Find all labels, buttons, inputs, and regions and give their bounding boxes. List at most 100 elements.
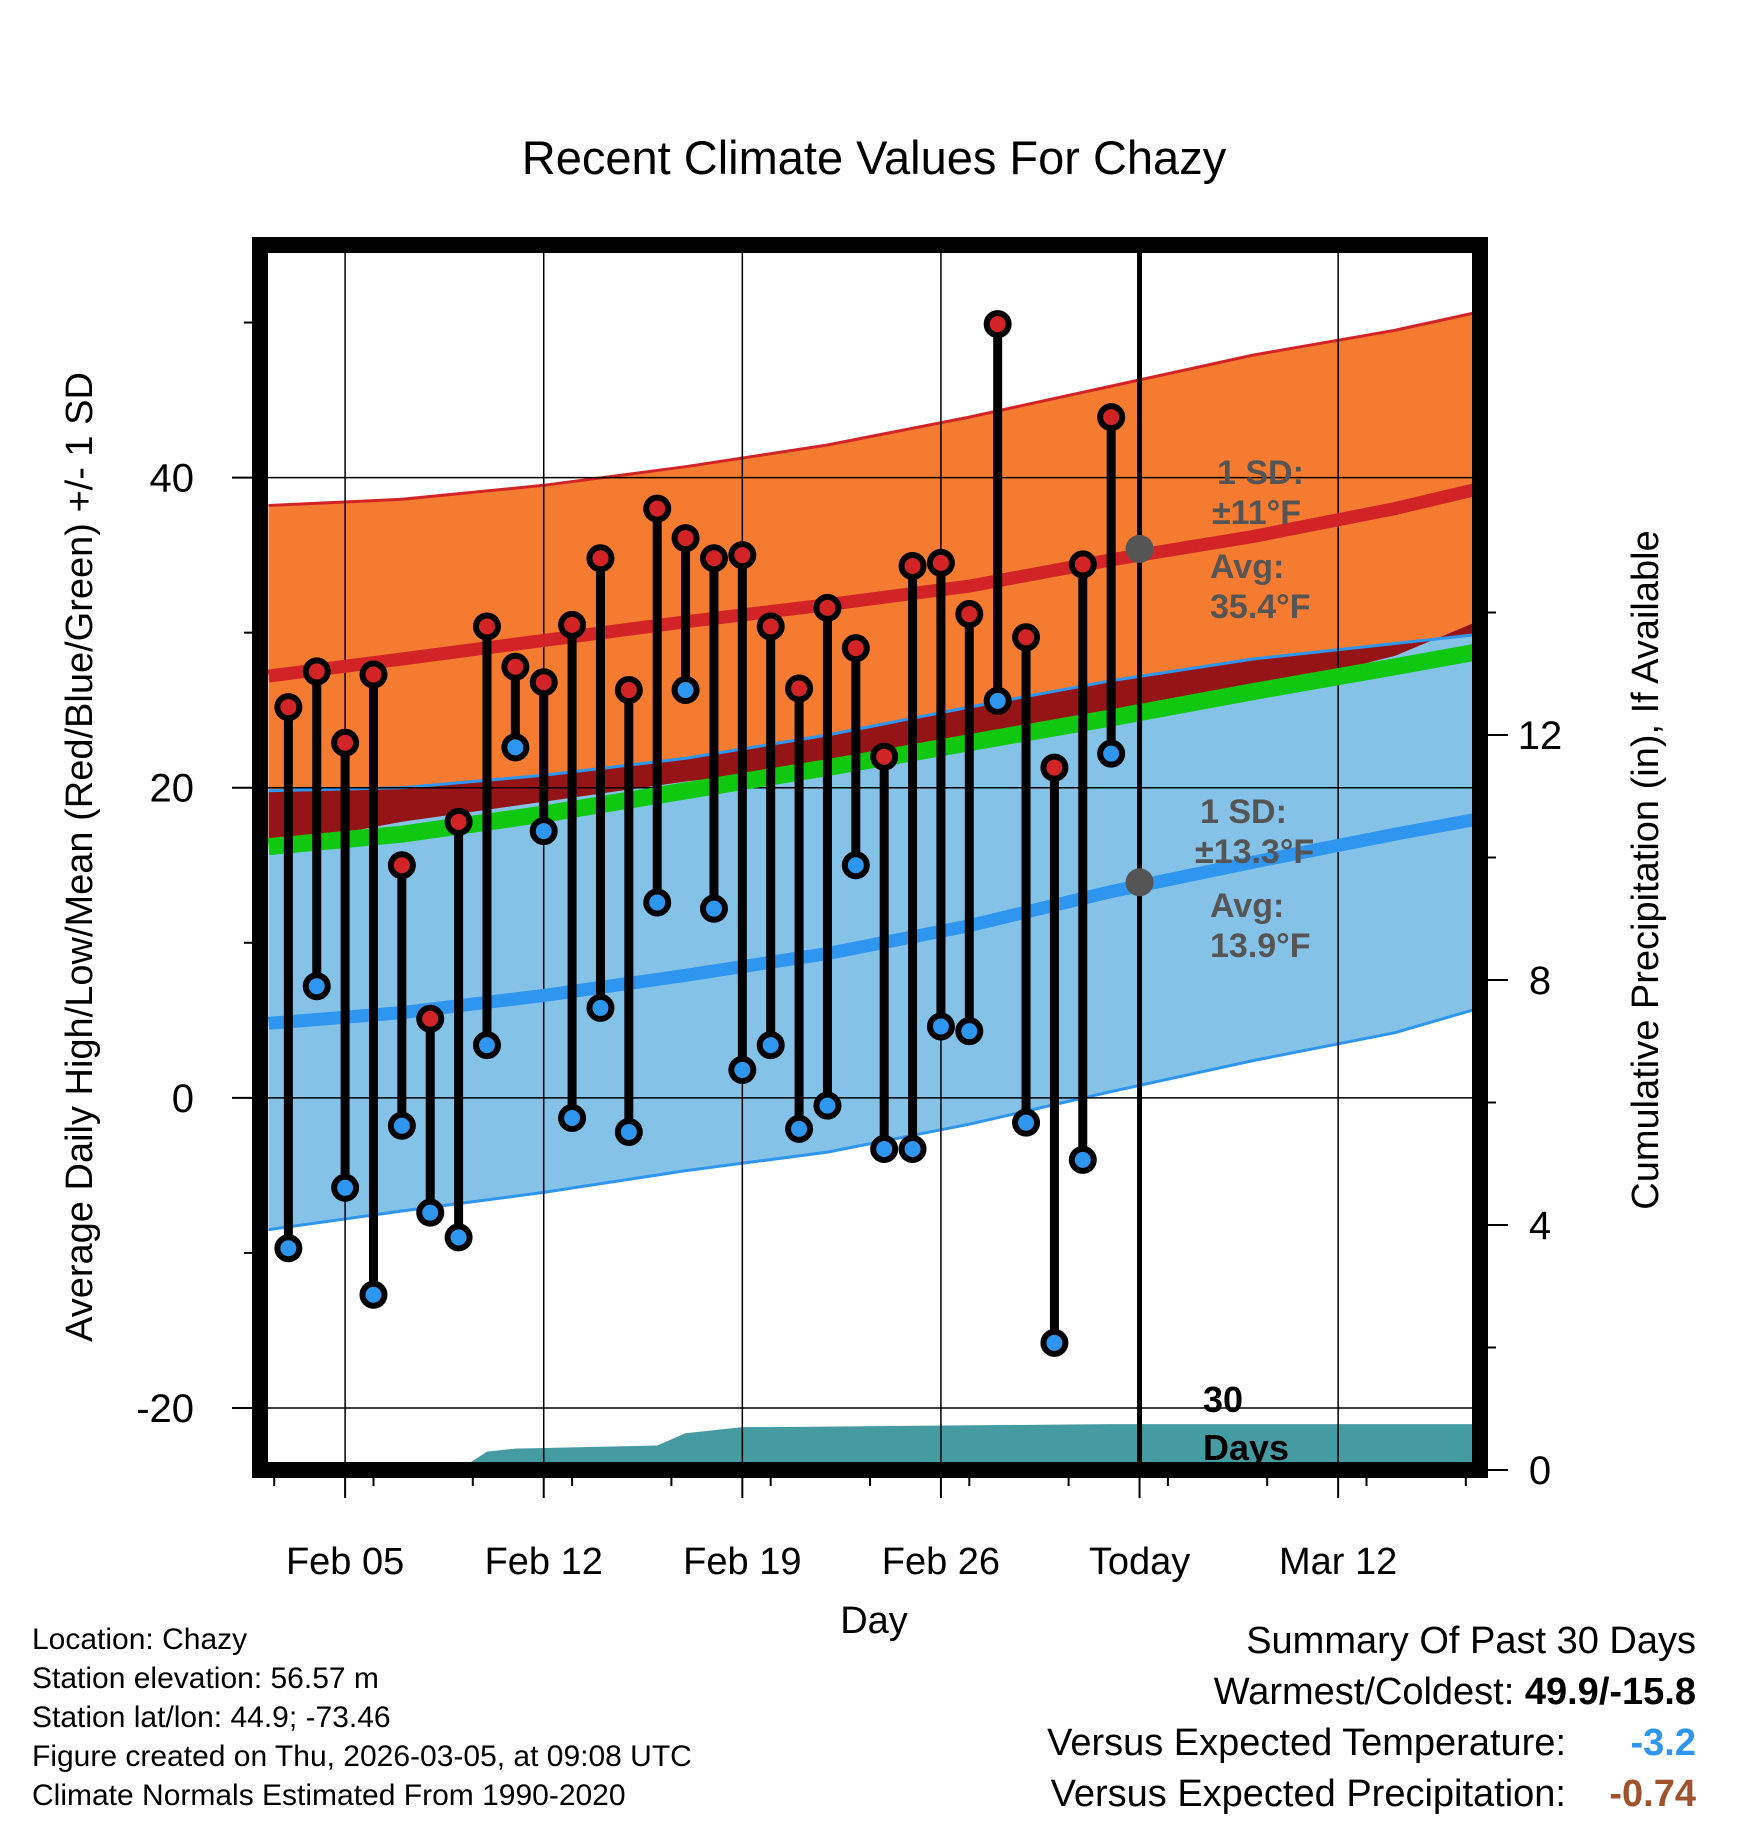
normal-low-lower-line bbox=[268, 1006, 1480, 1232]
observed-low-dot bbox=[785, 1114, 814, 1143]
observed-low-dot bbox=[955, 1017, 984, 1046]
observed-low-dot bbox=[416, 1198, 445, 1227]
observed-high-dot bbox=[472, 612, 501, 641]
low-avg-marker bbox=[1125, 868, 1154, 897]
observed-stems bbox=[283, 324, 1116, 1343]
observed-low-dot bbox=[387, 1111, 416, 1140]
x-tick-label: Feb 19 bbox=[683, 1541, 801, 1583]
precip-diff-label: Versus Expected Precipitation: bbox=[1050, 1773, 1566, 1815]
precip-diff-value: -0.74 bbox=[1609, 1773, 1696, 1815]
temp-diff-value: -3.2 bbox=[1630, 1722, 1696, 1764]
warm-cold-label: Warmest/Coldest: bbox=[1213, 1671, 1525, 1713]
temp-diff-row: Versus Expected Temperature: -3.2 bbox=[1047, 1718, 1696, 1769]
observed-high-dot bbox=[756, 612, 785, 641]
observed-low-dot bbox=[1097, 739, 1126, 768]
summary-panel: Summary Of Past 30 Days Warmest/Coldest:… bbox=[1047, 1616, 1696, 1820]
observed-low-dot bbox=[926, 1012, 955, 1041]
low-annotation-avg-label: Avg: bbox=[1210, 887, 1284, 925]
observed-high-dot bbox=[614, 676, 643, 705]
observed-high-dot bbox=[302, 657, 331, 686]
normal-low-upper-line bbox=[268, 632, 1480, 793]
normals-text: Climate Normals Estimated From 1990-2020 bbox=[32, 1779, 626, 1812]
x-tick-label: Feb 26 bbox=[882, 1541, 1000, 1583]
high-annotation-sd-value: ±11°F bbox=[1212, 494, 1301, 532]
observed-low-dot bbox=[529, 817, 558, 846]
observed-high-dot bbox=[870, 742, 899, 771]
observed-high-dot bbox=[983, 310, 1012, 339]
precip-diff-row: Versus Expected Precipitation: -0.74 bbox=[1047, 1769, 1696, 1820]
observed-high-dot bbox=[274, 693, 303, 722]
low-annotation-sd-label: 1 SD: bbox=[1200, 793, 1287, 831]
warm-cold-value: 49.9/-15.8 bbox=[1524, 1671, 1696, 1713]
observed-high-dot bbox=[387, 851, 416, 880]
observed-high-dot bbox=[416, 1004, 445, 1033]
observed-high-dot bbox=[529, 668, 558, 697]
observed-low-dot bbox=[1040, 1328, 1069, 1357]
location-text: Location: Chazy bbox=[32, 1623, 248, 1656]
observed-low-dot bbox=[472, 1031, 501, 1060]
observed-low-dot bbox=[302, 972, 331, 1001]
normal-mean-line bbox=[267, 642, 1480, 856]
station-info: Location: Chazy Station elevation: 56.57… bbox=[32, 1620, 692, 1815]
observed-low-dot bbox=[331, 1173, 360, 1202]
observed-high-dot bbox=[955, 600, 984, 629]
precipitation-area bbox=[458, 1424, 1480, 1470]
observed-low-dot bbox=[813, 1091, 842, 1120]
latlon-text: Station lat/lon: 44.9; -73.46 bbox=[32, 1701, 391, 1734]
y2-tick-label: 0 bbox=[1529, 1449, 1551, 1493]
observed-high-dot bbox=[558, 610, 587, 639]
y-axis-label: Average Daily High/Low/Mean (Red/Blue/Gr… bbox=[59, 372, 101, 1342]
axes: -20 0 20 40 0 4 8 12 Feb 05 Feb 12 Feb 19 Feb 26 Tod… bbox=[136, 321, 1563, 1583]
elevation-text: Station elevation: 56.57 m bbox=[32, 1662, 379, 1695]
observed-low-dot bbox=[699, 894, 728, 923]
observed-high-dot bbox=[671, 524, 700, 553]
x-tick-label: Today bbox=[1089, 1541, 1190, 1583]
observed-high-dot bbox=[444, 807, 473, 836]
observed-low-dot bbox=[671, 676, 700, 705]
observed-high-dot bbox=[898, 551, 927, 580]
observed-low-dot bbox=[558, 1104, 587, 1133]
normal-high-mean-line bbox=[267, 482, 1480, 683]
observed-low-dot bbox=[359, 1280, 388, 1309]
y2-tick-label: 8 bbox=[1529, 959, 1551, 1003]
x-tick-label: Mar 12 bbox=[1279, 1541, 1397, 1583]
low-annotation-avg-value: 13.9°F bbox=[1210, 927, 1311, 965]
temp-diff-label: Versus Expected Temperature: bbox=[1047, 1722, 1566, 1764]
observed-high-dot bbox=[1040, 753, 1069, 782]
chart-title: Recent Climate Values For Chazy bbox=[522, 131, 1227, 184]
observed-high-dot bbox=[785, 674, 814, 703]
observed-dots bbox=[274, 310, 1126, 1357]
y-tick-label: 40 bbox=[150, 457, 195, 501]
y2-axis-label: Cumulative Precipitation (in), If Availa… bbox=[1625, 530, 1667, 1209]
observed-low-dot bbox=[643, 888, 672, 917]
observed-low-dot bbox=[1012, 1108, 1041, 1137]
observed-low-dot bbox=[756, 1031, 785, 1060]
y2-tick-label: 12 bbox=[1518, 714, 1563, 758]
high-annotation-sd-label: 1 SD: bbox=[1217, 454, 1304, 492]
created-text: Figure created on Thu, 2026-03-05, at 09… bbox=[32, 1740, 692, 1773]
observed-low-dot bbox=[898, 1135, 927, 1164]
observed-high-dot bbox=[1068, 550, 1097, 579]
x-tick-label: Feb 12 bbox=[485, 1541, 603, 1583]
observed-high-dot bbox=[331, 728, 360, 757]
normal-low-mean-line bbox=[267, 812, 1480, 1030]
observed-low-dot bbox=[614, 1117, 643, 1146]
observed-high-dot bbox=[728, 541, 757, 570]
observed-low-dot bbox=[841, 851, 870, 880]
high-annotation-avg-value: 35.4°F bbox=[1210, 588, 1311, 626]
x-axis-label: Day bbox=[840, 1600, 908, 1642]
observed-high-dot bbox=[501, 652, 530, 681]
observed-high-dot bbox=[586, 544, 615, 573]
observed-high-dot bbox=[359, 660, 388, 689]
observed-low-dot bbox=[586, 993, 615, 1022]
x-tick-label: Feb 05 bbox=[286, 1541, 404, 1583]
y2-tick-label: 4 bbox=[1529, 1204, 1551, 1248]
observed-high-dot bbox=[699, 544, 728, 573]
observed-high-dot bbox=[1097, 403, 1126, 432]
observed-low-dot bbox=[274, 1234, 303, 1263]
observed-high-dot bbox=[813, 593, 842, 622]
high-annotation-avg-label: Avg: bbox=[1210, 548, 1284, 586]
observed-low-dot bbox=[728, 1055, 757, 1084]
y-tick-label: 20 bbox=[150, 767, 195, 811]
